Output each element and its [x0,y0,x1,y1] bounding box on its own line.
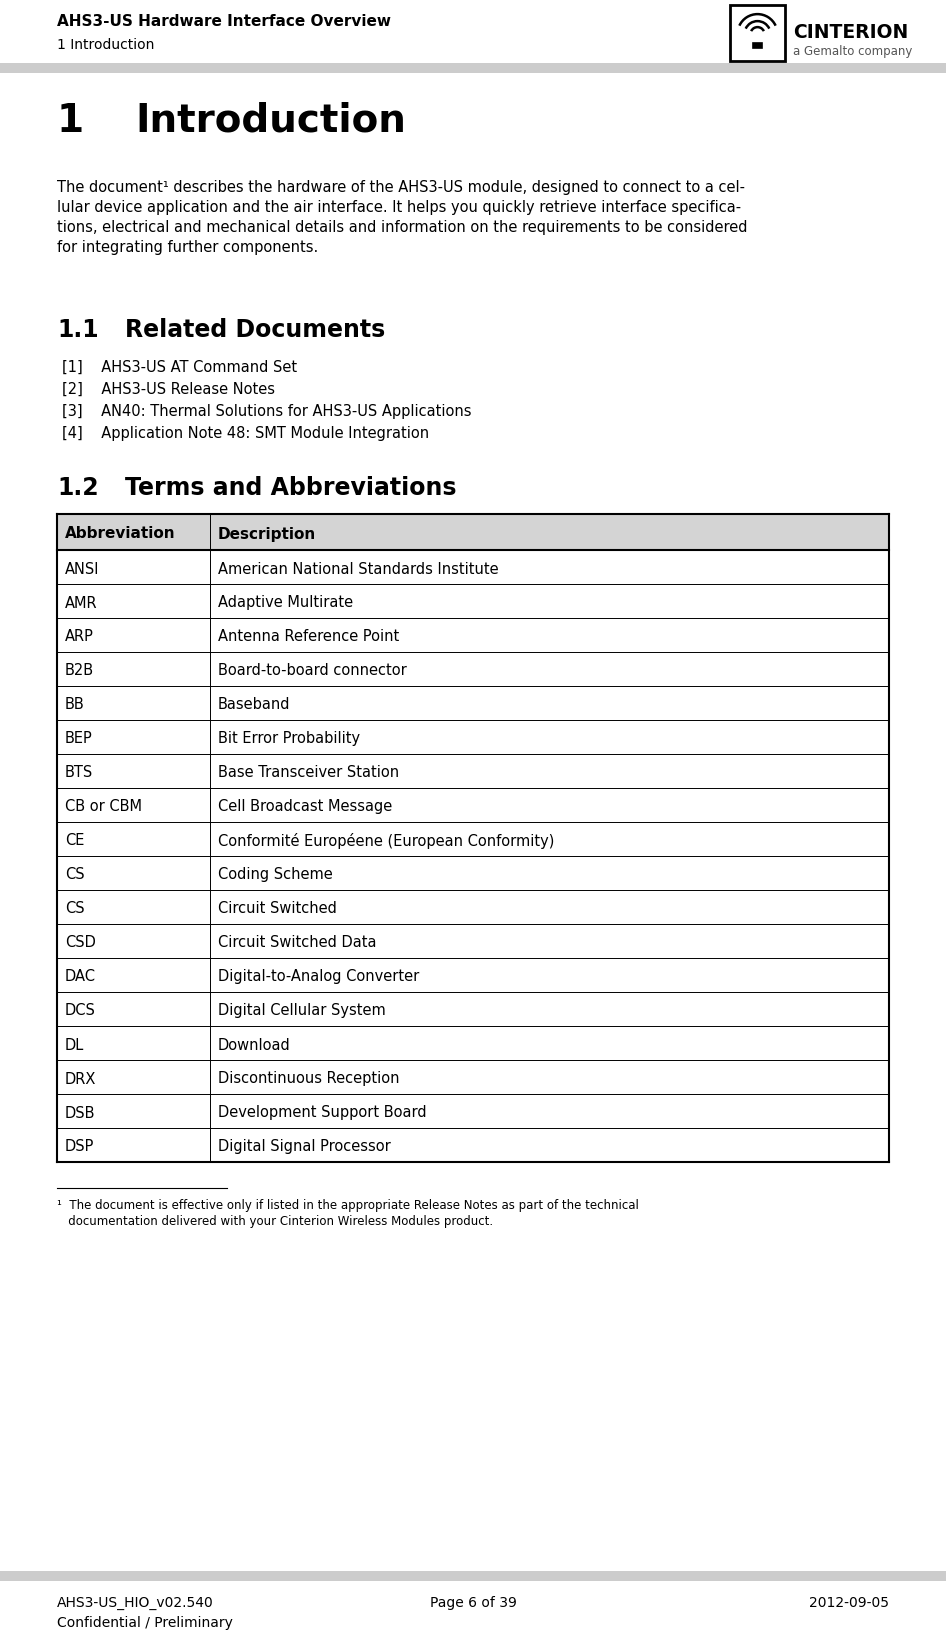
Text: [3]    AN40: Thermal Solutions for AHS3-US Applications: [3] AN40: Thermal Solutions for AHS3-US … [62,403,471,418]
Bar [57,652,889,687]
Text: Board-to-board connector: Board-to-board connector [218,664,407,679]
Text: B2B: B2B [65,664,94,679]
Bar [57,959,889,992]
Text: ¹  The document is effective only if listed in the appropriate Release Notes as : ¹ The document is effective only if list… [57,1198,639,1211]
Text: [1]    AHS3-US AT Command Set: [1] AHS3-US AT Command Set [62,361,297,375]
Bar [57,1095,889,1128]
Bar [57,1026,889,1060]
Text: Terms and Abbreviations: Terms and Abbreviations [125,475,457,500]
Text: 1.1: 1.1 [57,318,98,343]
Text: DSP: DSP [65,1139,95,1154]
Bar [0,64,946,74]
Text: Confidential / Preliminary: Confidential / Preliminary [57,1614,233,1629]
Text: documentation delivered with your Cinterion Wireless Modules product.: documentation delivered with your Cinter… [57,1214,493,1228]
Text: CB or CBM: CB or CBM [65,798,142,815]
Text: Baseband: Baseband [218,697,290,711]
Text: Introduction: Introduction [135,102,406,139]
Text: Page 6 of 39: Page 6 of 39 [429,1595,517,1609]
Text: Discontinuous Reception: Discontinuous Reception [218,1070,399,1087]
Text: 1: 1 [57,102,84,139]
Text: CINTERION: CINTERION [793,23,908,41]
Text: Download: Download [218,1037,290,1052]
Text: [4]    Application Note 48: SMT Module Integration: [4] Application Note 48: SMT Module Inte… [62,426,429,441]
Text: BEP: BEP [65,731,93,746]
Text: AHS3-US_HIO_v02.540: AHS3-US_HIO_v02.540 [57,1595,214,1609]
Bar [57,754,889,788]
Text: American National Standards Institute: American National Standards Institute [218,561,499,577]
Text: lular device application and the air interface. It helps you quickly retrieve in: lular device application and the air int… [57,200,741,215]
Text: DAC: DAC [65,969,96,983]
Bar [57,585,889,618]
Text: Antenna Reference Point: Antenna Reference Point [218,629,399,644]
Text: ANSI: ANSI [65,561,99,577]
Text: CS: CS [65,867,84,882]
Text: DCS: DCS [65,1003,96,1018]
Text: 2012-09-05: 2012-09-05 [809,1595,889,1609]
Bar [57,721,889,754]
Bar [57,551,889,585]
Bar [57,992,889,1026]
Text: [2]    AHS3-US Release Notes: [2] AHS3-US Release Notes [62,382,275,397]
Text: The document¹ describes the hardware of the AHS3-US module, designed to connect : The document¹ describes the hardware of … [57,180,745,195]
Text: Conformité Européene (European Conformity): Conformité Européene (European Conformit… [218,833,554,849]
Text: BTS: BTS [65,765,94,780]
Text: Abbreviation: Abbreviation [65,526,176,541]
Text: DSB: DSB [65,1105,96,1119]
Text: CE: CE [65,833,84,847]
Text: DRX: DRX [65,1070,96,1087]
Text: 1 Introduction: 1 Introduction [57,38,154,52]
Text: Circuit Switched Data: Circuit Switched Data [218,934,377,951]
Bar [57,788,889,823]
Text: CS: CS [65,901,84,916]
Text: ARP: ARP [65,629,94,644]
Text: Coding Scheme: Coding Scheme [218,867,333,882]
Text: Cell Broadcast Message: Cell Broadcast Message [218,798,393,815]
Bar [753,44,762,49]
Text: Circuit Switched: Circuit Switched [218,901,337,916]
Text: tions, electrical and mechanical details and information on the requirements to : tions, electrical and mechanical details… [57,220,747,234]
Text: CSD: CSD [65,934,96,951]
Bar [57,1060,889,1095]
Text: for integrating further components.: for integrating further components. [57,239,318,254]
Text: Digital-to-Analog Converter: Digital-to-Analog Converter [218,969,419,983]
Text: DL: DL [65,1037,84,1052]
Text: Related Documents: Related Documents [125,318,385,343]
Bar [57,618,889,652]
Bar [57,823,889,857]
Text: AMR: AMR [65,595,97,610]
Bar [57,515,889,551]
Text: 1.2: 1.2 [57,475,98,500]
Bar [57,890,889,924]
Text: AHS3-US Hardware Interface Overview: AHS3-US Hardware Interface Overview [57,15,391,30]
Bar [57,687,889,721]
Bar [57,924,889,959]
Text: BB: BB [65,697,85,711]
Bar [57,857,889,890]
Text: Adaptive Multirate: Adaptive Multirate [218,595,353,610]
Text: Bit Error Probability: Bit Error Probability [218,731,360,746]
Text: Base Transceiver Station: Base Transceiver Station [218,765,399,780]
Bar [57,1128,889,1162]
Text: Development Support Board: Development Support Board [218,1105,427,1119]
Bar [730,7,785,62]
Bar [0,1572,946,1582]
Text: Description: Description [218,526,316,541]
Text: Digital Signal Processor: Digital Signal Processor [218,1139,391,1154]
Text: Digital Cellular System: Digital Cellular System [218,1003,386,1018]
Text: a Gemalto company: a Gemalto company [793,46,912,59]
